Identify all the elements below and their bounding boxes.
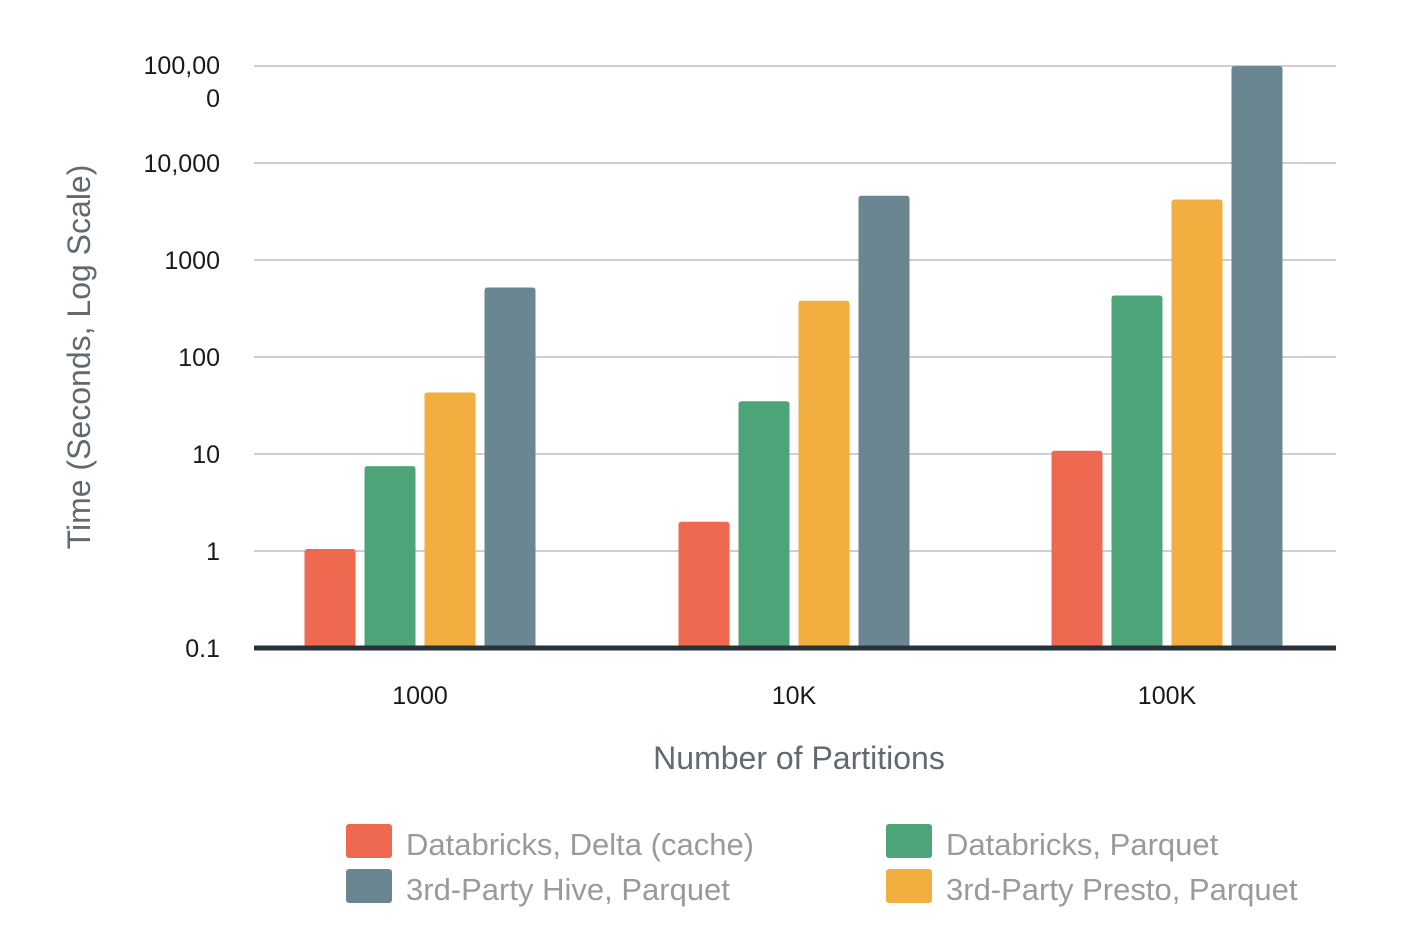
bar-1000-series-1 [364,466,416,648]
legend-label: 3rd-Party Hive, Parquet [406,872,730,907]
bar-10k-series-0 [678,521,730,648]
y-tick-label: 1000 [164,247,220,275]
legend-swatch [346,824,392,858]
bar-1000-series-2 [424,392,476,648]
bar-100k-series-3 [1231,66,1283,648]
y-tick-label: 1 [206,538,220,566]
legend-label: 3rd-Party Presto, Parquet [946,872,1298,907]
legend-label: Databricks, Delta (cache) [406,827,754,862]
bar-1000-series-3 [484,287,536,648]
legend-swatch [886,824,932,858]
y-tick-label: 0.1 [185,635,220,663]
y-axis-title: Time (Seconds, Log Scale) [61,165,97,550]
x-tick-labels: 1000 10K 100K [392,682,1196,710]
bar-10k-series-3 [858,195,910,648]
x-tick-label: 100K [1138,682,1197,710]
x-tick-label: 10K [772,682,817,710]
y-tick-label: 10,000 [144,150,220,178]
x-tick-label: 1000 [392,682,448,710]
bars [304,66,1283,649]
legend-swatch [346,869,392,903]
bar-10k-series-2 [798,300,850,648]
x-axis-title: Number of Partitions [653,740,945,776]
y-tick-label: 10 [192,441,220,469]
legend: Databricks, Delta (cache) Databricks, Par… [346,824,1298,907]
y-tick-labels: 0.1 1 10 100 1000 10,000 100,00 0 [144,52,220,663]
bar-100k-series-0 [1051,450,1103,648]
y-tick-label: 100 [178,344,220,372]
y-tick-label: 100,00 0 [144,52,220,113]
bar-10k-series-1 [738,401,790,648]
bar-1000-series-0 [304,548,356,648]
bar-100k-series-2 [1171,199,1223,649]
legend-swatch [886,869,932,903]
bar-100k-series-1 [1111,295,1163,648]
legend-label: Databricks, Parquet [946,827,1219,862]
